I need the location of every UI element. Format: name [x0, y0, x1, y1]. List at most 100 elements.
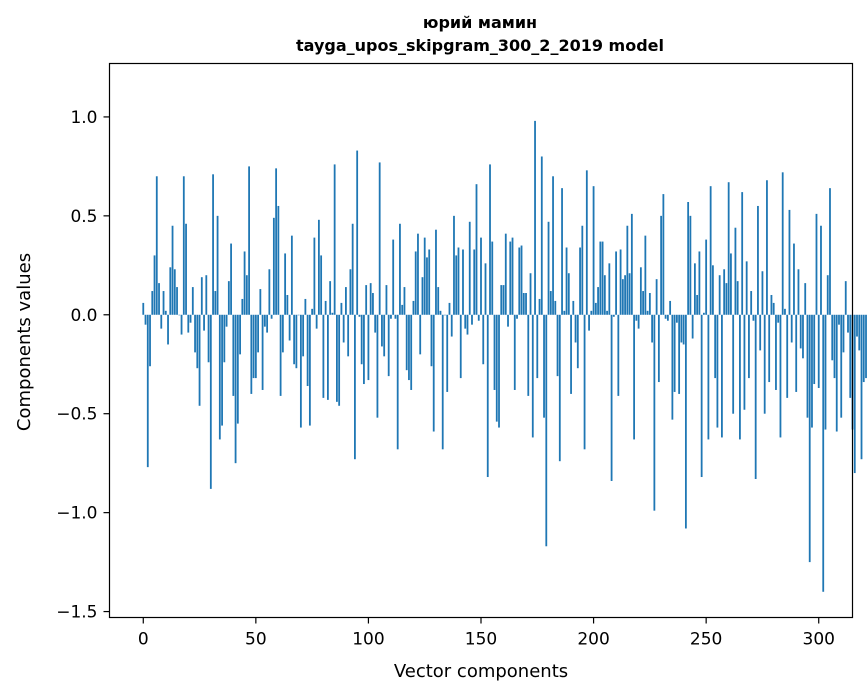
bar	[856, 314, 858, 337]
bar	[464, 314, 467, 329]
bar	[471, 314, 473, 325]
y-tick-label: −1.0	[56, 504, 97, 524]
bar	[349, 269, 352, 315]
bar	[151, 291, 154, 315]
bar	[372, 293, 374, 315]
bar	[306, 314, 309, 387]
bar	[167, 314, 169, 345]
bar	[696, 294, 699, 315]
bar	[642, 291, 645, 315]
bar	[840, 314, 843, 418]
bar	[721, 314, 723, 438]
bar	[387, 314, 390, 377]
bar	[333, 164, 336, 315]
bar	[797, 269, 800, 315]
bar	[700, 314, 703, 478]
bar	[439, 310, 442, 315]
bar	[200, 277, 203, 315]
bar	[673, 314, 676, 392]
bar	[817, 314, 820, 388]
bar	[302, 314, 305, 357]
x-axis-label: Vector components	[394, 661, 568, 682]
bar	[410, 314, 413, 390]
bar	[786, 314, 789, 398]
bar	[741, 192, 744, 315]
bar	[558, 314, 561, 462]
bar	[518, 247, 521, 315]
bar	[549, 291, 552, 315]
bar	[585, 170, 588, 315]
bar	[822, 314, 825, 592]
bar	[678, 314, 681, 394]
bar	[639, 267, 642, 315]
bar	[793, 243, 795, 315]
bar	[660, 215, 663, 315]
y-tick-label: −0.5	[56, 405, 97, 425]
bar	[567, 273, 570, 315]
x-tick-label: 250	[690, 630, 722, 650]
bar	[317, 219, 320, 315]
bar	[383, 314, 386, 357]
bar	[435, 229, 437, 315]
bar	[486, 314, 489, 478]
bar	[498, 314, 500, 428]
bar	[693, 263, 696, 315]
bar	[633, 314, 635, 440]
bar	[329, 281, 332, 315]
bar	[500, 285, 503, 315]
bar	[759, 314, 762, 351]
bar	[547, 221, 550, 315]
bar	[441, 314, 444, 450]
bar	[552, 176, 554, 315]
bar	[540, 156, 543, 315]
bar	[712, 265, 714, 315]
bar	[588, 314, 590, 331]
bar	[651, 314, 654, 343]
bar	[592, 186, 595, 315]
bar	[399, 223, 401, 315]
bar	[169, 267, 172, 315]
bar	[682, 314, 685, 345]
bar	[766, 180, 768, 315]
bar	[245, 275, 248, 315]
bar	[617, 314, 620, 396]
x-tick-label: 50	[245, 630, 267, 650]
bar	[232, 314, 235, 396]
bar	[336, 314, 338, 402]
bar	[860, 314, 863, 460]
bar	[502, 285, 505, 315]
bar	[862, 314, 865, 383]
bar	[381, 314, 383, 347]
x-axis-ticks: 0 50 100 150 200 250 300	[138, 617, 835, 650]
bar	[426, 257, 428, 315]
bar	[637, 314, 640, 329]
bar	[239, 314, 241, 355]
bar	[655, 279, 658, 315]
bar	[450, 314, 453, 337]
x-tick-label: 0	[138, 630, 149, 650]
bar	[853, 314, 856, 474]
bar	[491, 241, 494, 315]
bar	[684, 314, 687, 529]
bar	[160, 314, 163, 329]
bar	[826, 275, 829, 315]
bar	[489, 164, 491, 315]
bar	[453, 215, 455, 315]
bar	[495, 314, 498, 422]
bar	[462, 249, 464, 315]
bar	[299, 314, 302, 428]
bar	[621, 279, 624, 315]
bar	[437, 287, 440, 315]
bar	[345, 287, 347, 315]
bar	[324, 300, 327, 315]
bar	[815, 213, 818, 315]
bar	[338, 314, 341, 406]
bar	[466, 314, 469, 335]
bar	[331, 312, 334, 315]
bar	[565, 247, 568, 315]
bar	[394, 314, 397, 319]
bar	[261, 314, 264, 390]
bar	[716, 314, 719, 428]
bar	[396, 314, 399, 450]
bar	[182, 176, 185, 315]
